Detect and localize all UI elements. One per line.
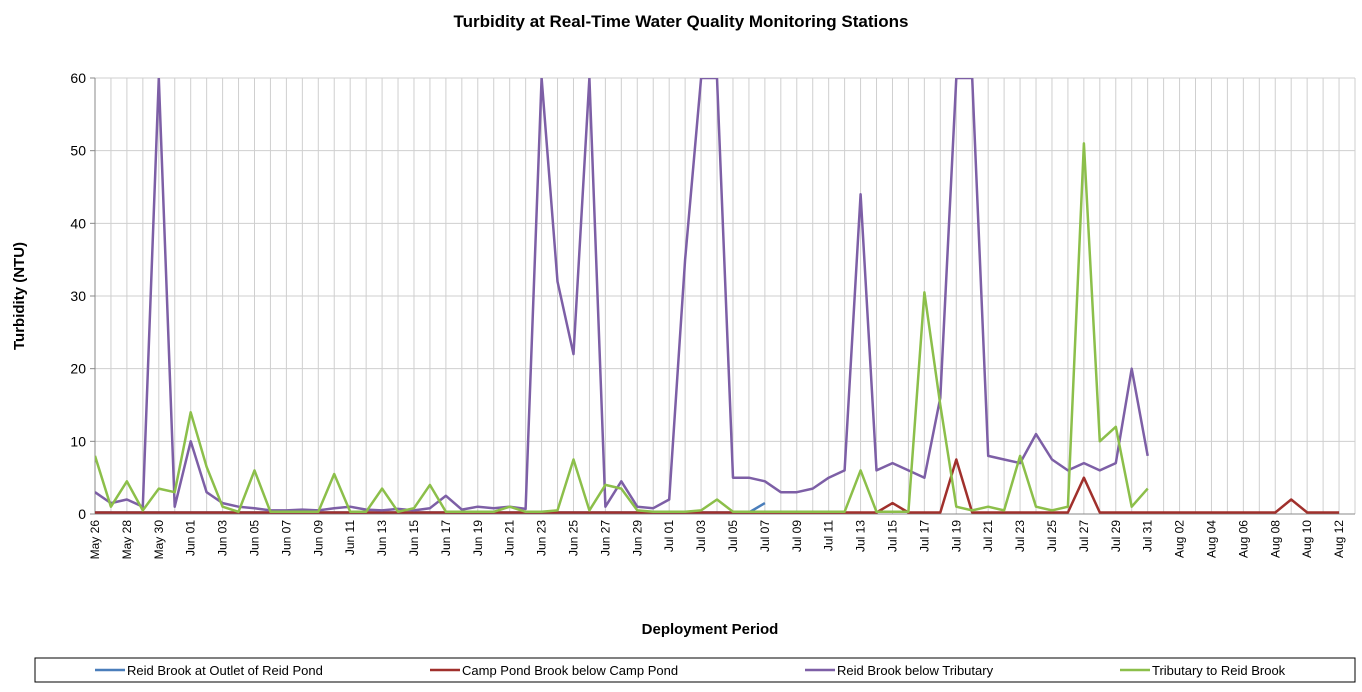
y-axis-label: Turbidity (NTU) [11,242,28,350]
x-tick-label: Jul 25 [1045,520,1059,552]
x-tick-label: Jun 23 [535,520,549,556]
series-line [95,142,1149,514]
y-tick-label: 10 [70,433,86,449]
x-tick-label: Aug 04 [1204,520,1218,558]
y-tick-label: 20 [70,361,86,377]
x-tick-label: Jun 11 [343,520,357,555]
y-tick-label: 40 [70,215,86,231]
x-axis-label: Deployment Period [642,621,779,638]
x-tick-label: Aug 12 [1332,520,1346,558]
x-tick-label: Jul 29 [1109,520,1123,552]
legend-label: Camp Pond Brook below Camp Pond [462,663,678,678]
x-tick-label: Jun 21 [503,520,517,556]
x-tick-label: Jul 21 [981,520,995,552]
x-tick-label: Jul 27 [1077,520,1091,552]
x-tick-label: Jun 01 [184,520,198,556]
x-tick-label: Jul 09 [790,520,804,552]
x-tick-label: Jun 05 [247,520,261,556]
y-tick-label: 60 [70,70,86,86]
x-tick-label: Jun 15 [407,520,421,556]
x-tick-label: Jun 13 [375,520,389,556]
x-tick-label: Aug 08 [1268,520,1282,558]
x-tick-label: Jul 11 [822,520,836,551]
x-tick-label: Jul 15 [885,520,899,552]
legend-label: Reid Brook below Tributary [837,663,994,678]
x-tick-label: Jul 13 [854,520,868,552]
x-tick-label: Jul 05 [726,520,740,552]
x-tick-label: Jun 07 [279,520,293,556]
x-tick-label: Jul 23 [1013,520,1027,552]
y-tick-label: 30 [70,288,86,304]
y-tick-label: 0 [78,506,86,522]
x-tick-label: Aug 02 [1173,520,1187,558]
x-tick-label: May 26 [88,520,102,560]
x-tick-label: Jul 03 [694,520,708,552]
y-tick-label: 50 [70,143,86,159]
x-tick-label: May 30 [152,520,166,560]
legend-box [34,657,1356,683]
x-tick-label: Jul 01 [662,520,676,552]
x-tick-label: Jun 25 [566,520,580,556]
x-tick-label: Jun 03 [216,520,230,556]
x-tick-label: Jul 17 [917,520,931,552]
x-tick-label: Jul 07 [758,520,772,552]
x-tick-label: Jun 19 [471,520,485,556]
x-tick-label: Jul 19 [949,520,963,552]
x-tick-label: Jul 31 [1141,520,1155,552]
x-tick-label: Aug 06 [1236,520,1250,558]
x-tick-label: Jun 27 [598,520,612,556]
plot-area [95,78,1340,514]
legend-label: Reid Brook at Outlet of Reid Pond [127,663,323,678]
x-tick-label: Jun 17 [439,520,453,556]
legend-label: Tributary to Reid Brook [1152,663,1286,678]
x-tick-label: Jun 09 [311,520,325,556]
x-tick-label: Aug 10 [1300,520,1314,558]
x-tick-label: May 28 [120,520,134,560]
x-tick-label: Jun 29 [630,520,644,556]
chart-title: Turbidity at Real-Time Water Quality Mon… [454,12,909,31]
